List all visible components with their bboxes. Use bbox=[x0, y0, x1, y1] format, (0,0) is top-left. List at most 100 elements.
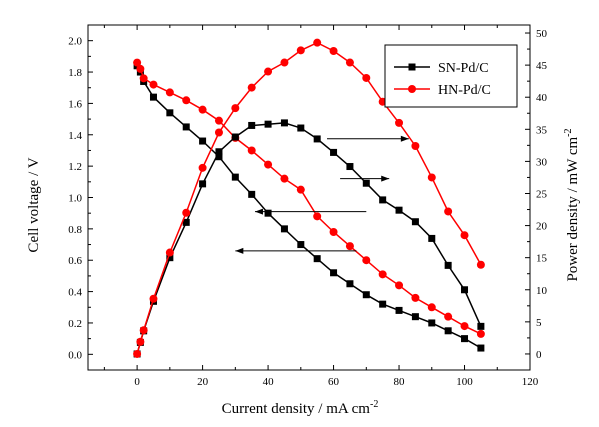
data-point-circle bbox=[395, 118, 404, 127]
data-point-square bbox=[215, 153, 223, 161]
data-point-square bbox=[313, 255, 321, 263]
y-right-tick-label: 30 bbox=[536, 156, 548, 168]
data-point-circle bbox=[136, 64, 145, 73]
arrow-head bbox=[381, 175, 390, 182]
data-point-square bbox=[297, 124, 305, 132]
data-point-square bbox=[477, 344, 485, 352]
data-point-circle bbox=[280, 174, 289, 183]
data-point-circle bbox=[198, 105, 207, 114]
data-point-circle bbox=[182, 96, 191, 105]
data-point-square bbox=[297, 241, 305, 249]
data-point-square bbox=[280, 225, 288, 233]
x-tick-label: 80 bbox=[394, 376, 406, 388]
data-point-circle bbox=[165, 88, 174, 97]
data-point-square bbox=[199, 180, 207, 188]
data-point-circle bbox=[133, 349, 142, 358]
series-layer bbox=[133, 38, 485, 358]
data-point-circle bbox=[139, 74, 148, 83]
y-left-tick-label: 0.6 bbox=[68, 255, 82, 267]
data-point-square bbox=[395, 206, 403, 214]
data-point-square bbox=[248, 121, 256, 129]
data-point-square bbox=[264, 209, 272, 217]
x-tick-label: 120 bbox=[522, 376, 539, 388]
data-point-circle bbox=[476, 329, 485, 338]
x-tick-label: 0 bbox=[134, 376, 140, 388]
legend: SN-Pd/C HN-Pd/C bbox=[384, 44, 518, 108]
data-point-circle bbox=[231, 104, 240, 113]
legend-label: HN-Pd/C bbox=[438, 83, 491, 98]
data-point-circle bbox=[139, 326, 148, 335]
data-point-square bbox=[313, 135, 321, 143]
data-point-square bbox=[411, 218, 419, 226]
x-tick-label: 20 bbox=[197, 376, 209, 388]
data-point-circle bbox=[329, 228, 338, 236]
data-point-circle bbox=[345, 58, 354, 67]
arrow-head bbox=[400, 135, 409, 142]
series-line-power bbox=[136, 41, 482, 355]
axes: 0 20 40 60 80 100 1200.00.20.40.60.81.01.21.41… bbox=[68, 24, 548, 388]
y-left-tick-label: 0.8 bbox=[68, 224, 82, 236]
y-right-tick-label: 20 bbox=[536, 221, 548, 233]
data-point-circle bbox=[313, 38, 322, 47]
data-point-square bbox=[444, 261, 452, 269]
data-point-circle bbox=[136, 337, 145, 346]
data-point-square bbox=[362, 291, 370, 299]
y-right-tick-label: 5 bbox=[536, 317, 542, 329]
data-point-square bbox=[362, 179, 370, 187]
data-point-circle bbox=[313, 212, 322, 221]
legend-box bbox=[384, 44, 518, 108]
data-point-square bbox=[182, 218, 190, 226]
data-point-square bbox=[395, 306, 403, 314]
data-point-circle bbox=[329, 46, 338, 55]
data-point-circle bbox=[476, 260, 485, 269]
data-point-square bbox=[264, 120, 272, 128]
data-point-circle bbox=[460, 322, 469, 331]
data-point-circle bbox=[198, 163, 207, 172]
y-axis-title-left: Cell voltage / V bbox=[26, 157, 42, 252]
data-point-circle bbox=[165, 248, 174, 257]
data-point-circle bbox=[411, 141, 420, 150]
data-point-square bbox=[166, 109, 174, 117]
legend-entries: SN-Pd/C HN-Pd/C bbox=[394, 61, 491, 98]
data-point-square bbox=[428, 234, 436, 242]
arrow-head bbox=[235, 247, 244, 254]
y-right-tick-label: 35 bbox=[536, 124, 548, 136]
y-right-tick-label: 25 bbox=[536, 188, 548, 200]
data-point-square bbox=[215, 148, 223, 156]
data-point-square bbox=[231, 133, 239, 141]
x-tick-label: 40 bbox=[263, 376, 275, 388]
x-tick-label: 60 bbox=[328, 376, 340, 388]
data-point-circle bbox=[182, 208, 191, 217]
data-point-circle bbox=[460, 231, 469, 240]
data-point-circle bbox=[378, 270, 387, 279]
data-point-circle bbox=[214, 128, 223, 137]
y-left-tick-label: 0.2 bbox=[68, 318, 82, 330]
data-point-circle bbox=[214, 116, 223, 125]
data-point-square bbox=[461, 335, 469, 343]
data-point-square bbox=[231, 173, 239, 181]
data-point-square bbox=[182, 123, 190, 131]
y-right-tick-label: 50 bbox=[536, 28, 548, 40]
data-point-square bbox=[280, 119, 288, 127]
y-right-tick-label: 0 bbox=[536, 349, 542, 361]
y-right-tick-label: 45 bbox=[536, 60, 548, 72]
y-axis-title-right: Power density / mW cm-2 bbox=[563, 128, 581, 281]
x-axis-title-sup: -2 bbox=[370, 399, 378, 410]
annotation-arrows bbox=[235, 135, 409, 254]
y-left-tick-label: 2.0 bbox=[68, 36, 82, 48]
y-left-tick-label: 1.0 bbox=[68, 193, 82, 205]
data-point-square bbox=[346, 280, 354, 288]
y-axis-title-right-sup: -2 bbox=[563, 128, 574, 136]
data-point-square bbox=[477, 322, 485, 330]
data-point-square bbox=[379, 300, 387, 308]
data-point-square bbox=[379, 196, 387, 204]
data-point-square bbox=[444, 327, 452, 335]
data-point-circle bbox=[362, 256, 371, 265]
y-left-tick-label: 1.4 bbox=[68, 130, 82, 142]
y-left-tick-label: 1.2 bbox=[68, 161, 82, 173]
data-point-circle bbox=[362, 73, 371, 82]
arrow-head bbox=[254, 208, 263, 215]
x-tick-label: 100 bbox=[456, 376, 473, 388]
y-left-tick-label: 0.0 bbox=[68, 349, 82, 361]
data-point-circle bbox=[296, 46, 305, 55]
